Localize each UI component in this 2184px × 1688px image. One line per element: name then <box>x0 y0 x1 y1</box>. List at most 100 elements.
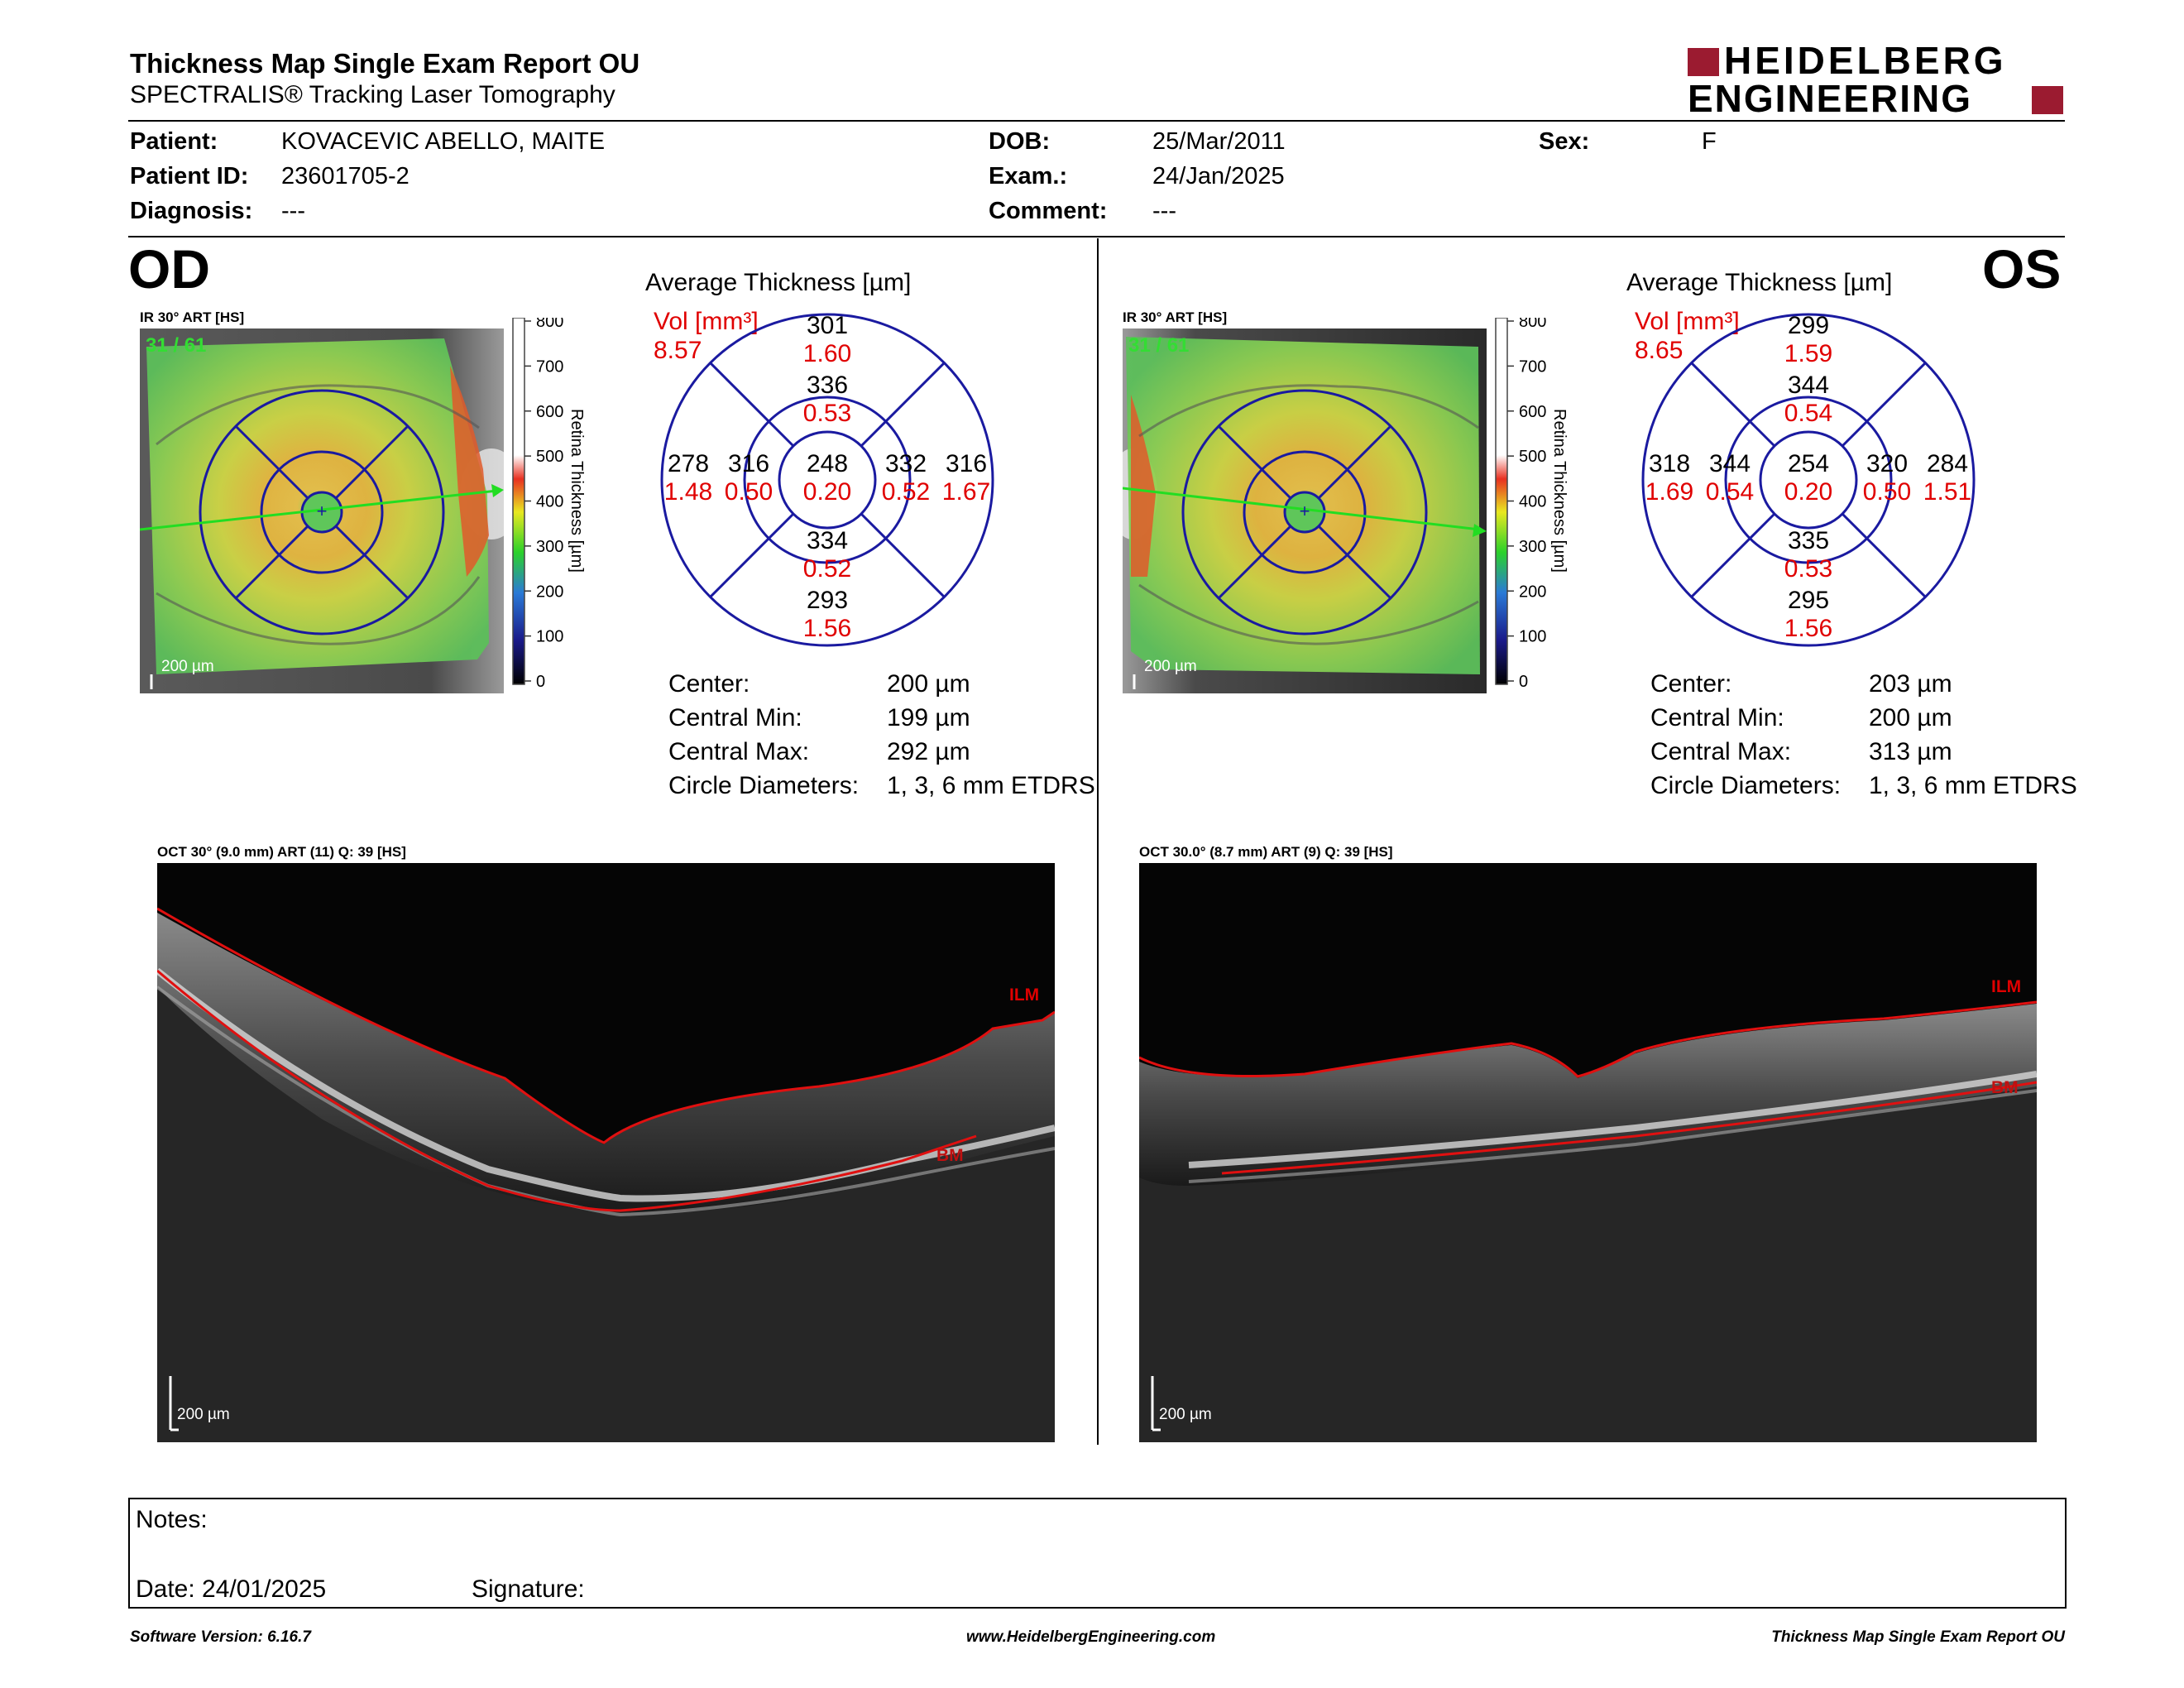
colorbar-tick-label: 700 <box>536 357 563 376</box>
os-colorbar-ticks: 800 700 600 500 400 300 200 100 0 <box>1507 313 1546 691</box>
os-diam-value: 1, 3, 6 mm ETDRS <box>1869 772 2077 799</box>
od-ilm-label: ILM <box>1009 985 1040 1005</box>
os-colorbar-label: Retina Thickness [µm] <box>1550 409 1569 573</box>
os-avg-title: Average Thickness [µm] <box>1626 269 1893 296</box>
os-grid-spoke <box>1841 512 1927 598</box>
sex-value: F <box>1702 128 1717 155</box>
os-vol-label: Vol [mm³] <box>1635 308 1740 335</box>
os-etdrs-svg <box>1641 313 1976 647</box>
od-eye-label: OD <box>128 238 210 300</box>
os-thickness-map: + <box>1108 328 1487 693</box>
od-outer-temporal: 278 1.48 <box>663 450 713 506</box>
os-center: 254 0.20 <box>1784 450 1833 506</box>
od-outer-nasal: 316 1.67 <box>941 450 991 506</box>
colorbar-tick-label: 100 <box>536 628 563 646</box>
report-subtitle: SPECTRALIS® Tracking Laser Tomography <box>130 81 615 108</box>
od-grid-inner <box>743 396 912 564</box>
os-max-label: Central Max: <box>1650 738 1792 765</box>
os-etdrs-spoke <box>1217 525 1292 600</box>
os-inner-inferior: 335 0.53 <box>1784 527 1833 583</box>
od-oct-label: OCT 30° (9.0 mm) ART (11) Q: 39 [HS] <box>157 844 406 860</box>
od-diam-label: Circle Diameters: <box>668 772 860 799</box>
os-min-label: Central Min: <box>1650 704 1784 731</box>
notes-box[interactable]: Notes: Date: 24/01/2025 Signature: <box>128 1498 2067 1609</box>
colorbar-tick-label: 200 <box>1519 583 1546 601</box>
patient-label: Patient: <box>130 128 218 155</box>
od-oct-scale-label: 200 µm <box>177 1406 230 1423</box>
colorbar-tick-label: 100 <box>1519 628 1546 646</box>
os-oct-scan: ILM BM 200 µm <box>1139 863 2037 1442</box>
footer-website[interactable]: www.HeidelbergEngineering.com <box>966 1628 1216 1646</box>
od-min-value: 199 µm <box>887 704 970 731</box>
notes-label: Notes: <box>136 1506 208 1533</box>
colorbar-tick-label: 700 <box>1519 357 1546 376</box>
od-oct-scan: ILM BM 200 µm <box>157 863 1055 1442</box>
logo-line2: ENGINEERING <box>1688 77 1973 120</box>
od-thickness-map: + <box>139 328 523 693</box>
od-outer-superior: 301 1.60 <box>802 312 852 367</box>
patient-id-label: Patient ID: <box>130 163 249 189</box>
os-grid-outer <box>1641 313 1976 647</box>
os-oct-svg <box>1139 1000 2037 1442</box>
exam-label: Exam.: <box>989 163 1068 189</box>
od-etdrs-spoke <box>334 424 410 500</box>
od-fundus-svg: + <box>139 328 523 693</box>
os-bm-label: BM <box>1991 1078 2019 1097</box>
od-vol-total: 8.57 <box>654 337 702 364</box>
od-oct-svg <box>157 907 1055 1442</box>
os-oct-retina-layers <box>1139 1004 2037 1186</box>
od-center-label: Center: <box>668 670 750 698</box>
od-center: 248 0.20 <box>802 450 852 506</box>
os-grid-spoke <box>1690 512 1776 598</box>
colorbar-tick-label: 800 <box>536 318 563 331</box>
os-heatmap-red-zone <box>1131 395 1156 577</box>
os-colorbar-svg: 800 700 600 500 400 300 200 100 0 <box>1495 313 1546 691</box>
od-colorbar-svg: 800 700 600 500 400 300 200 100 0 <box>512 313 563 691</box>
os-center-value: 203 µm <box>1869 670 1952 698</box>
od-etdrs-svg <box>660 313 994 647</box>
logo-line1: HEIDELBERG <box>1724 39 2007 82</box>
od-grid-spoke <box>860 362 946 448</box>
notes-date: Date: 24/01/2025 <box>136 1575 327 1603</box>
od-oct-retina-layers <box>157 913 1055 1212</box>
colorbar-tick-label: 500 <box>1519 448 1546 466</box>
signature-label: Signature: <box>472 1575 585 1603</box>
os-vessel-inf <box>1138 583 1479 645</box>
os-scan-line <box>1122 487 1481 531</box>
os-etdrs-spoke <box>1217 424 1292 500</box>
os-oct-rpe-band <box>1188 1071 2037 1168</box>
colorbar-tick-label: 600 <box>536 403 563 421</box>
od-inner-inferior: 334 0.52 <box>802 527 852 583</box>
colorbar-tick-label: 0 <box>1519 673 1528 690</box>
od-ir-label: IR 30° ART [HS] <box>140 309 245 325</box>
sex-label: Sex: <box>1539 128 1590 155</box>
od-diam-value: 1, 3, 6 mm ETDRS <box>887 772 1095 799</box>
od-avg-title: Average Thickness [µm] <box>645 269 912 296</box>
od-scan-arrow <box>491 484 504 497</box>
od-etdrs-outer-circle <box>199 389 445 635</box>
od-grid-spoke <box>709 362 795 448</box>
od-grid-center <box>778 430 877 530</box>
colorbar-tick-label: 200 <box>536 583 563 601</box>
od-center-value: 200 µm <box>887 670 970 698</box>
header-divider <box>128 120 2065 122</box>
os-oct-scale-label: 200 µm <box>1159 1406 1212 1423</box>
os-min-value: 200 µm <box>1869 704 1952 731</box>
colorbar-tick-label: 600 <box>1519 403 1546 421</box>
os-etdrs-inner-circle <box>1243 450 1367 574</box>
od-colorbar-gradient <box>512 317 525 685</box>
diagnosis-label: Diagnosis: <box>130 198 253 224</box>
logo-red-square-top <box>1688 48 1719 76</box>
logo-red-square-bottom <box>2032 86 2063 114</box>
dob-label: DOB: <box>989 128 1051 155</box>
os-ir-scale-label: 200 µm <box>1144 658 1197 675</box>
os-oct-choroid-band <box>1188 1089 2037 1183</box>
os-grid-spoke <box>1841 362 1927 448</box>
od-colorbar-ticks: 800 700 600 500 400 300 200 100 0 <box>524 313 563 691</box>
od-frame-label: 31 / 61 <box>146 334 207 357</box>
os-ilm-line <box>1139 1000 2037 1078</box>
diagnosis-value: --- <box>281 198 305 224</box>
os-fovea-marker: + <box>1300 501 1310 521</box>
colorbar-tick-label: 500 <box>536 448 563 466</box>
report-title: Thickness Map Single Exam Report OU <box>130 48 640 79</box>
